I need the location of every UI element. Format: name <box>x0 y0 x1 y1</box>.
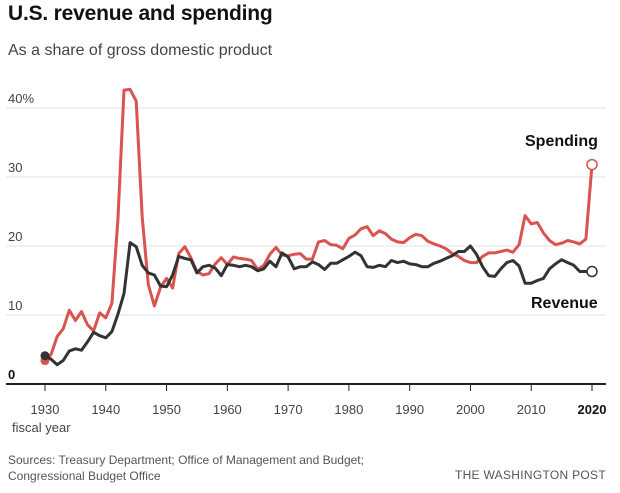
spending-end-point <box>586 158 598 171</box>
x-tick-label: 2010 <box>517 402 546 417</box>
publisher-credit: THE WASHINGTON POST <box>454 468 606 482</box>
chart-title: U.S. revenue and spending <box>8 2 273 25</box>
sources-line-2: Congressional Budget Office <box>8 469 161 483</box>
x-tick-label: 2000 <box>456 402 485 417</box>
y-tick-label: 0 <box>8 367 15 382</box>
revenue-line <box>43 241 594 367</box>
gridlines <box>6 107 606 316</box>
y-axis-ticks: 0 10 20 30 40% <box>8 91 34 382</box>
x-axis-label: fiscal year <box>12 420 71 435</box>
x-tick-label: 1930 <box>31 402 60 417</box>
x-tick-label: 1980 <box>334 402 363 417</box>
x-tick-label: 1940 <box>91 402 120 417</box>
series-lines <box>40 87 598 367</box>
y-tick-label: 10 <box>8 298 22 313</box>
x-tick-label: 1970 <box>274 402 303 417</box>
x-tick-label: 1950 <box>152 402 181 417</box>
x-tick-label: 1960 <box>213 402 242 417</box>
y-tick-label: 30 <box>8 160 22 175</box>
chart-subtitle: As a share of gross domestic product <box>8 42 273 59</box>
x-tick-label: 1990 <box>395 402 424 417</box>
series-labels: Spending Revenue <box>525 133 598 312</box>
sources-line-1: Sources: Treasury Department; Office of … <box>8 453 364 467</box>
sources-note: Sources: Treasury Department; Office of … <box>8 452 364 484</box>
y-tick-label: 40% <box>8 91 34 106</box>
revenue-start-point <box>40 351 50 361</box>
revenue-end-point <box>586 265 598 278</box>
spending-line <box>43 87 594 362</box>
revenue-label: Revenue <box>531 295 598 312</box>
x-tick-label: 2020 <box>578 402 607 417</box>
spending-label: Spending <box>525 133 598 150</box>
x-axis: 1930 1940 1950 1960 1970 1980 1990 2000 2010 2020… <box>6 383 607 435</box>
y-tick-label: 20 <box>8 229 22 244</box>
